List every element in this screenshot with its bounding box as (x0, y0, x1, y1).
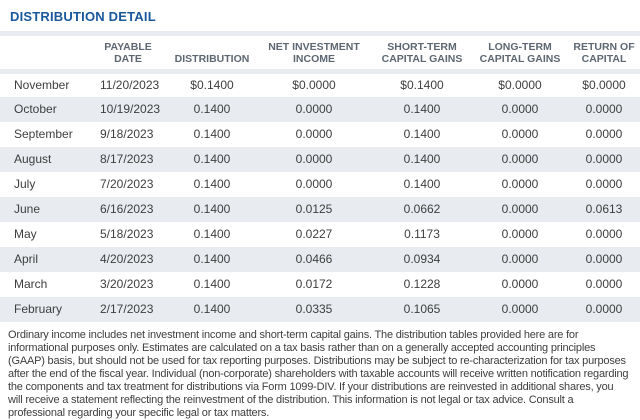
cell-payable-date: 5/18/2023 (100, 227, 154, 241)
cell-long-term-capital-gains: $0.0000 (498, 78, 542, 93)
cell-distribution: 0.1400 (193, 252, 231, 266)
cell-short-term-capital-gains: 0.1400 (403, 152, 441, 166)
cell-net-investment-income: 0.0000 (295, 152, 333, 166)
table-row: March 3/20/2023 0.1400 0.0172 0.1228 0.0000 0.… (0, 272, 640, 297)
cell-month: August (14, 152, 52, 166)
cell-payable-date: 9/18/2023 (100, 127, 154, 141)
cell-return-of-capital: 0.0000 (585, 227, 623, 241)
cell-month: November (14, 78, 70, 93)
table-row: August 8/17/2023 0.1400 0.0000 0.1400 0.0000 0… (0, 146, 640, 172)
cell-distribution: 0.1400 (193, 302, 231, 316)
table-body: November 11/20/2023 $0.1400 $0.0000 $0.1400 $… (0, 72, 640, 322)
header-long-term-capital-gains: LONG-TERM CAPITAL GAINS (472, 31, 568, 74)
cell-payable-date: 6/16/2023 (100, 202, 154, 216)
header-payable-date: PAYABLE DATE (88, 31, 168, 74)
cell-payable-date: 2/17/2023 (100, 302, 154, 316)
table-row: September 9/18/2023 0.1400 0.0000 0.1400 0.00… (0, 122, 640, 147)
cell-long-term-capital-gains: 0.0000 (501, 177, 539, 191)
cell-distribution: 0.1400 (193, 202, 231, 216)
cell-net-investment-income: 0.0000 (295, 102, 333, 116)
cell-month: June (14, 202, 41, 216)
cell-month: October (14, 102, 57, 116)
header-net-investment-income: NET INVESTMENT INCOME (256, 31, 372, 74)
page-title: DISTRIBUTION DETAIL (10, 9, 156, 24)
cell-net-investment-income: 0.0466 (295, 252, 333, 266)
cell-distribution: $0.1400 (190, 78, 234, 93)
header-short-term-capital-gains: SHORT-TERM CAPITAL GAINS (372, 31, 472, 74)
cell-distribution: 0.1400 (193, 152, 231, 166)
cell-long-term-capital-gains: 0.0000 (501, 152, 539, 166)
cell-distribution: 0.1400 (193, 127, 231, 141)
table-row: July 7/20/2023 0.1400 0.0000 0.1400 0.0000 0.0… (0, 172, 640, 197)
cell-long-term-capital-gains: 0.0000 (501, 227, 539, 241)
cell-month: May (14, 227, 37, 241)
cell-month: July (14, 177, 36, 191)
cell-net-investment-income: 0.0000 (295, 127, 333, 141)
cell-net-investment-income: 0.0000 (295, 177, 333, 191)
cell-short-term-capital-gains: 0.0934 (403, 252, 441, 266)
table-row: May 5/18/2023 0.1400 0.0227 0.1173 0.0000 0.00… (0, 222, 640, 247)
header-row: PAYABLE DATE DISTRIBUTION NET INVESTMENT… (0, 31, 640, 74)
cell-month: September (14, 127, 73, 141)
cell-long-term-capital-gains: 0.0000 (501, 252, 539, 266)
cell-return-of-capital: 0.0000 (585, 277, 623, 291)
cell-long-term-capital-gains: 0.0000 (501, 202, 539, 216)
table-row: November 11/20/2023 $0.1400 $0.0000 $0.1400 $… (0, 72, 640, 97)
cell-payable-date: 3/20/2023 (100, 277, 154, 291)
cell-distribution: 0.1400 (193, 102, 231, 116)
cell-short-term-capital-gains: 0.1228 (403, 277, 441, 291)
cell-payable-date: 4/20/2023 (100, 252, 154, 266)
cell-net-investment-income: 0.0335 (295, 302, 333, 316)
cell-return-of-capital: $0.0000 (582, 78, 626, 93)
cell-long-term-capital-gains: 0.0000 (501, 277, 539, 291)
cell-long-term-capital-gains: 0.0000 (501, 302, 539, 316)
footnote: Ordinary income includes net investment … (8, 328, 629, 419)
cell-return-of-capital: 0.0613 (585, 202, 623, 216)
cell-short-term-capital-gains: $0.1400 (400, 78, 444, 93)
cell-return-of-capital: 0.0000 (585, 177, 623, 191)
cell-short-term-capital-gains: 0.1173 (404, 227, 440, 241)
header-return-of-capital: RETURN OF CAPITAL (568, 31, 640, 74)
cell-month: February (14, 302, 63, 316)
distribution-table: PAYABLE DATE DISTRIBUTION NET INVESTMENT… (0, 31, 640, 322)
table-row: February 2/17/2023 0.1400 0.0335 0.1065 0.000… (0, 296, 640, 322)
cell-return-of-capital: 0.0000 (585, 152, 623, 166)
cell-short-term-capital-gains: 0.1400 (403, 127, 441, 141)
table-header: PAYABLE DATE DISTRIBUTION NET INVESTMENT… (0, 31, 640, 74)
header-distribution: DISTRIBUTION (168, 31, 256, 74)
cell-net-investment-income: 0.0227 (295, 227, 333, 241)
cell-return-of-capital: 0.0000 (585, 127, 623, 141)
table-row: April 4/20/2023 0.1400 0.0466 0.0934 0.0000 0.… (0, 246, 640, 272)
cell-short-term-capital-gains: 0.0662 (403, 202, 441, 216)
cell-payable-date: 8/17/2023 (100, 152, 154, 166)
cell-month: April (14, 252, 39, 266)
cell-payable-date: 7/20/2023 (100, 177, 154, 191)
table-row: June 6/16/2023 0.1400 0.0125 0.0662 0.0000 0.0… (0, 196, 640, 222)
header-month (0, 31, 88, 74)
cell-return-of-capital: 0.0000 (585, 252, 623, 266)
cell-net-investment-income: 0.0125 (295, 202, 333, 216)
cell-short-term-capital-gains: 0.1400 (403, 177, 441, 191)
cell-payable-date: 11/20/2023 (100, 78, 160, 93)
cell-distribution: 0.1400 (193, 227, 231, 241)
cell-short-term-capital-gains: 0.1400 (403, 102, 441, 116)
cell-return-of-capital: 0.0000 (585, 102, 623, 116)
cell-month: March (14, 277, 48, 291)
cell-long-term-capital-gains: 0.0000 (501, 127, 539, 141)
cell-return-of-capital: 0.0000 (585, 302, 623, 316)
table-row: October 10/19/2023 0.1400 0.0000 0.1400 0.000… (0, 96, 640, 122)
cell-net-investment-income: 0.0172 (295, 277, 333, 291)
cell-distribution: 0.1400 (193, 177, 231, 191)
cell-payable-date: 10/19/2023 (100, 102, 161, 116)
cell-long-term-capital-gains: 0.0000 (501, 102, 539, 116)
cell-net-investment-income: $0.0000 (292, 78, 336, 93)
cell-short-term-capital-gains: 0.1065 (403, 302, 441, 316)
cell-distribution: 0.1400 (193, 277, 231, 291)
